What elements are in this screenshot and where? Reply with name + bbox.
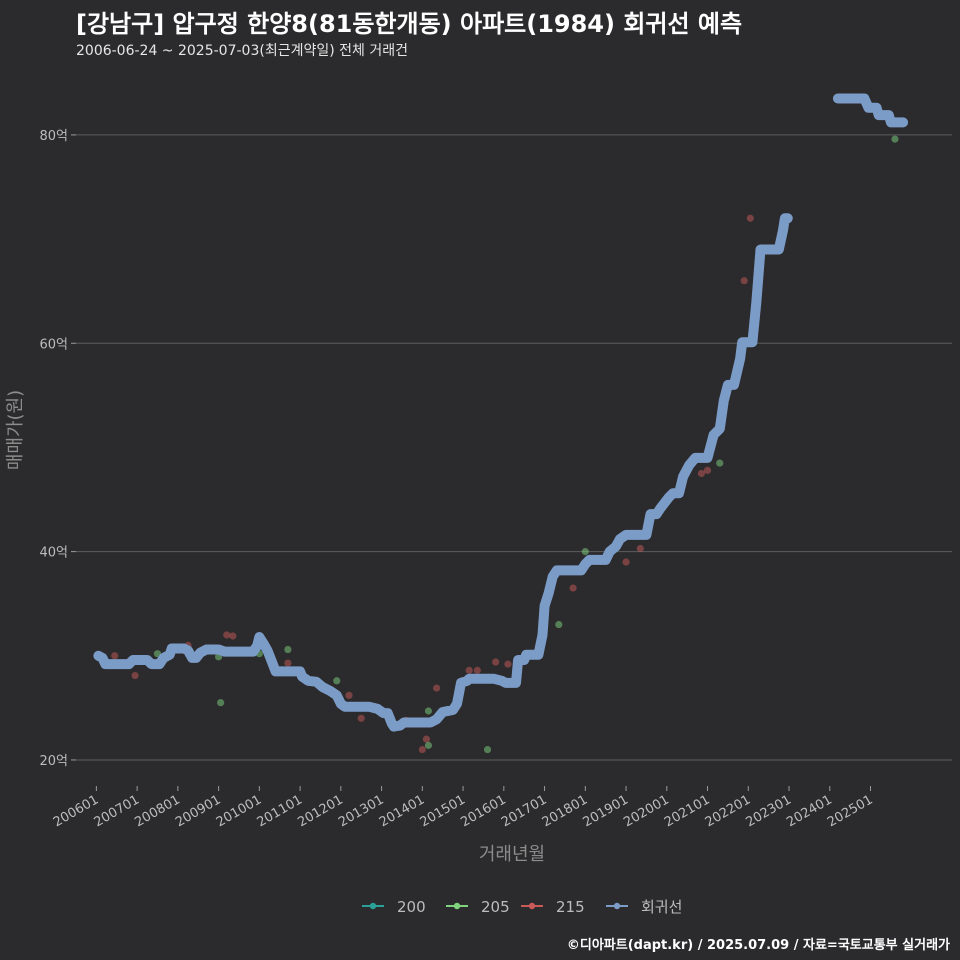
x-tick-label: 200901: [173, 792, 223, 830]
point-215: [703, 466, 712, 474]
x-tick-label: 202101: [662, 792, 712, 830]
point-215: [746, 214, 754, 222]
x-tick-label: 200801: [132, 792, 182, 830]
axis-layer: 20억 40억 60억 80억 2006012007012008012009012010…: [39, 129, 875, 830]
point-215: [697, 469, 706, 478]
legend-marker: [613, 902, 621, 910]
x-tick-label: 200601: [51, 792, 101, 830]
y-tick-label: 60억: [39, 337, 68, 352]
legend-label: 215: [556, 898, 585, 916]
point-215: [465, 666, 473, 674]
x-tick-label: 201801: [540, 792, 590, 830]
legend-label: 205: [481, 898, 510, 916]
chart-subtitle: 2006-06-24 ~ 2025-07-03(최근계약일) 전체 거래건: [76, 43, 408, 59]
point-215: [504, 660, 512, 668]
legend-item-205: 205: [446, 898, 510, 916]
x-tick-label: 201901: [581, 792, 631, 830]
x-tick-label: 200701: [92, 792, 142, 830]
point-205: [424, 741, 433, 749]
point-215: [229, 632, 237, 640]
y-tick-label: 40억: [39, 546, 68, 561]
x-tick-label: 201201: [295, 792, 345, 830]
y-tick-label: 80억: [39, 129, 68, 144]
legend-item-200: 200: [362, 898, 426, 916]
point-205: [555, 620, 563, 629]
x-tick-label: 201601: [458, 792, 508, 830]
point-215: [432, 684, 441, 692]
point-215: [422, 735, 430, 743]
x-tick-label: 201701: [499, 792, 549, 830]
legend-label: 회귀선: [641, 898, 682, 916]
point-215: [223, 631, 231, 639]
point-215: [569, 584, 577, 592]
point-205: [891, 135, 899, 143]
point-205: [217, 699, 225, 707]
point-215: [357, 714, 365, 722]
legend-marker: [369, 902, 377, 910]
point-215: [418, 745, 426, 754]
legend-marker: [453, 902, 461, 910]
y-axis-title: 매매가(원): [5, 390, 26, 470]
point-215: [111, 652, 119, 660]
legend-marker: [528, 902, 536, 910]
x-tick-label: 201101: [255, 792, 305, 830]
x-tick-label: 202501: [825, 792, 875, 830]
x-tick-label: 202201: [703, 792, 753, 830]
points-layer: [111, 110, 899, 754]
point-205: [424, 707, 433, 715]
point-215: [740, 277, 748, 285]
chart-title: [강남구] 압구정 한양8(81동한개동) 아파트(1984) 회귀선 예측: [76, 10, 743, 38]
point-215: [345, 691, 353, 699]
grid-layer: [76, 134, 952, 761]
x-tick-label: 202401: [784, 792, 834, 830]
x-tick-label: 201401: [377, 792, 427, 830]
legend-label: 200: [397, 898, 426, 916]
x-tick-label: 202001: [621, 792, 671, 830]
x-tick-label: 201501: [418, 792, 468, 830]
point-215: [131, 671, 139, 680]
x-tick-label: 201301: [336, 792, 386, 830]
regression-line: [832, 93, 909, 128]
x-tick-label: 202301: [744, 792, 794, 830]
point-215: [492, 658, 500, 666]
point-205: [483, 745, 492, 754]
legend-item-회귀선: 회귀선: [606, 898, 682, 916]
regression-line: [93, 213, 793, 732]
point-215: [636, 544, 644, 553]
legend: 200 205 215 회귀선: [362, 898, 682, 916]
point-205: [581, 548, 589, 556]
point-205: [333, 677, 341, 685]
legend-item-215: 215: [521, 898, 585, 916]
y-tick-label: 20억: [39, 754, 68, 769]
point-215: [473, 666, 481, 674]
point-215: [622, 558, 630, 566]
point-205: [284, 645, 292, 654]
x-tick-label: 201001: [214, 792, 264, 830]
regression-layer: [93, 93, 909, 732]
footer-credit: ©디아파트(dapt.kr) / 2025.07.09 / 자료=국토교통부 실…: [566, 938, 950, 953]
point-215: [284, 659, 292, 667]
point-205: [716, 459, 724, 467]
x-axis-title: 거래년월: [479, 844, 545, 865]
